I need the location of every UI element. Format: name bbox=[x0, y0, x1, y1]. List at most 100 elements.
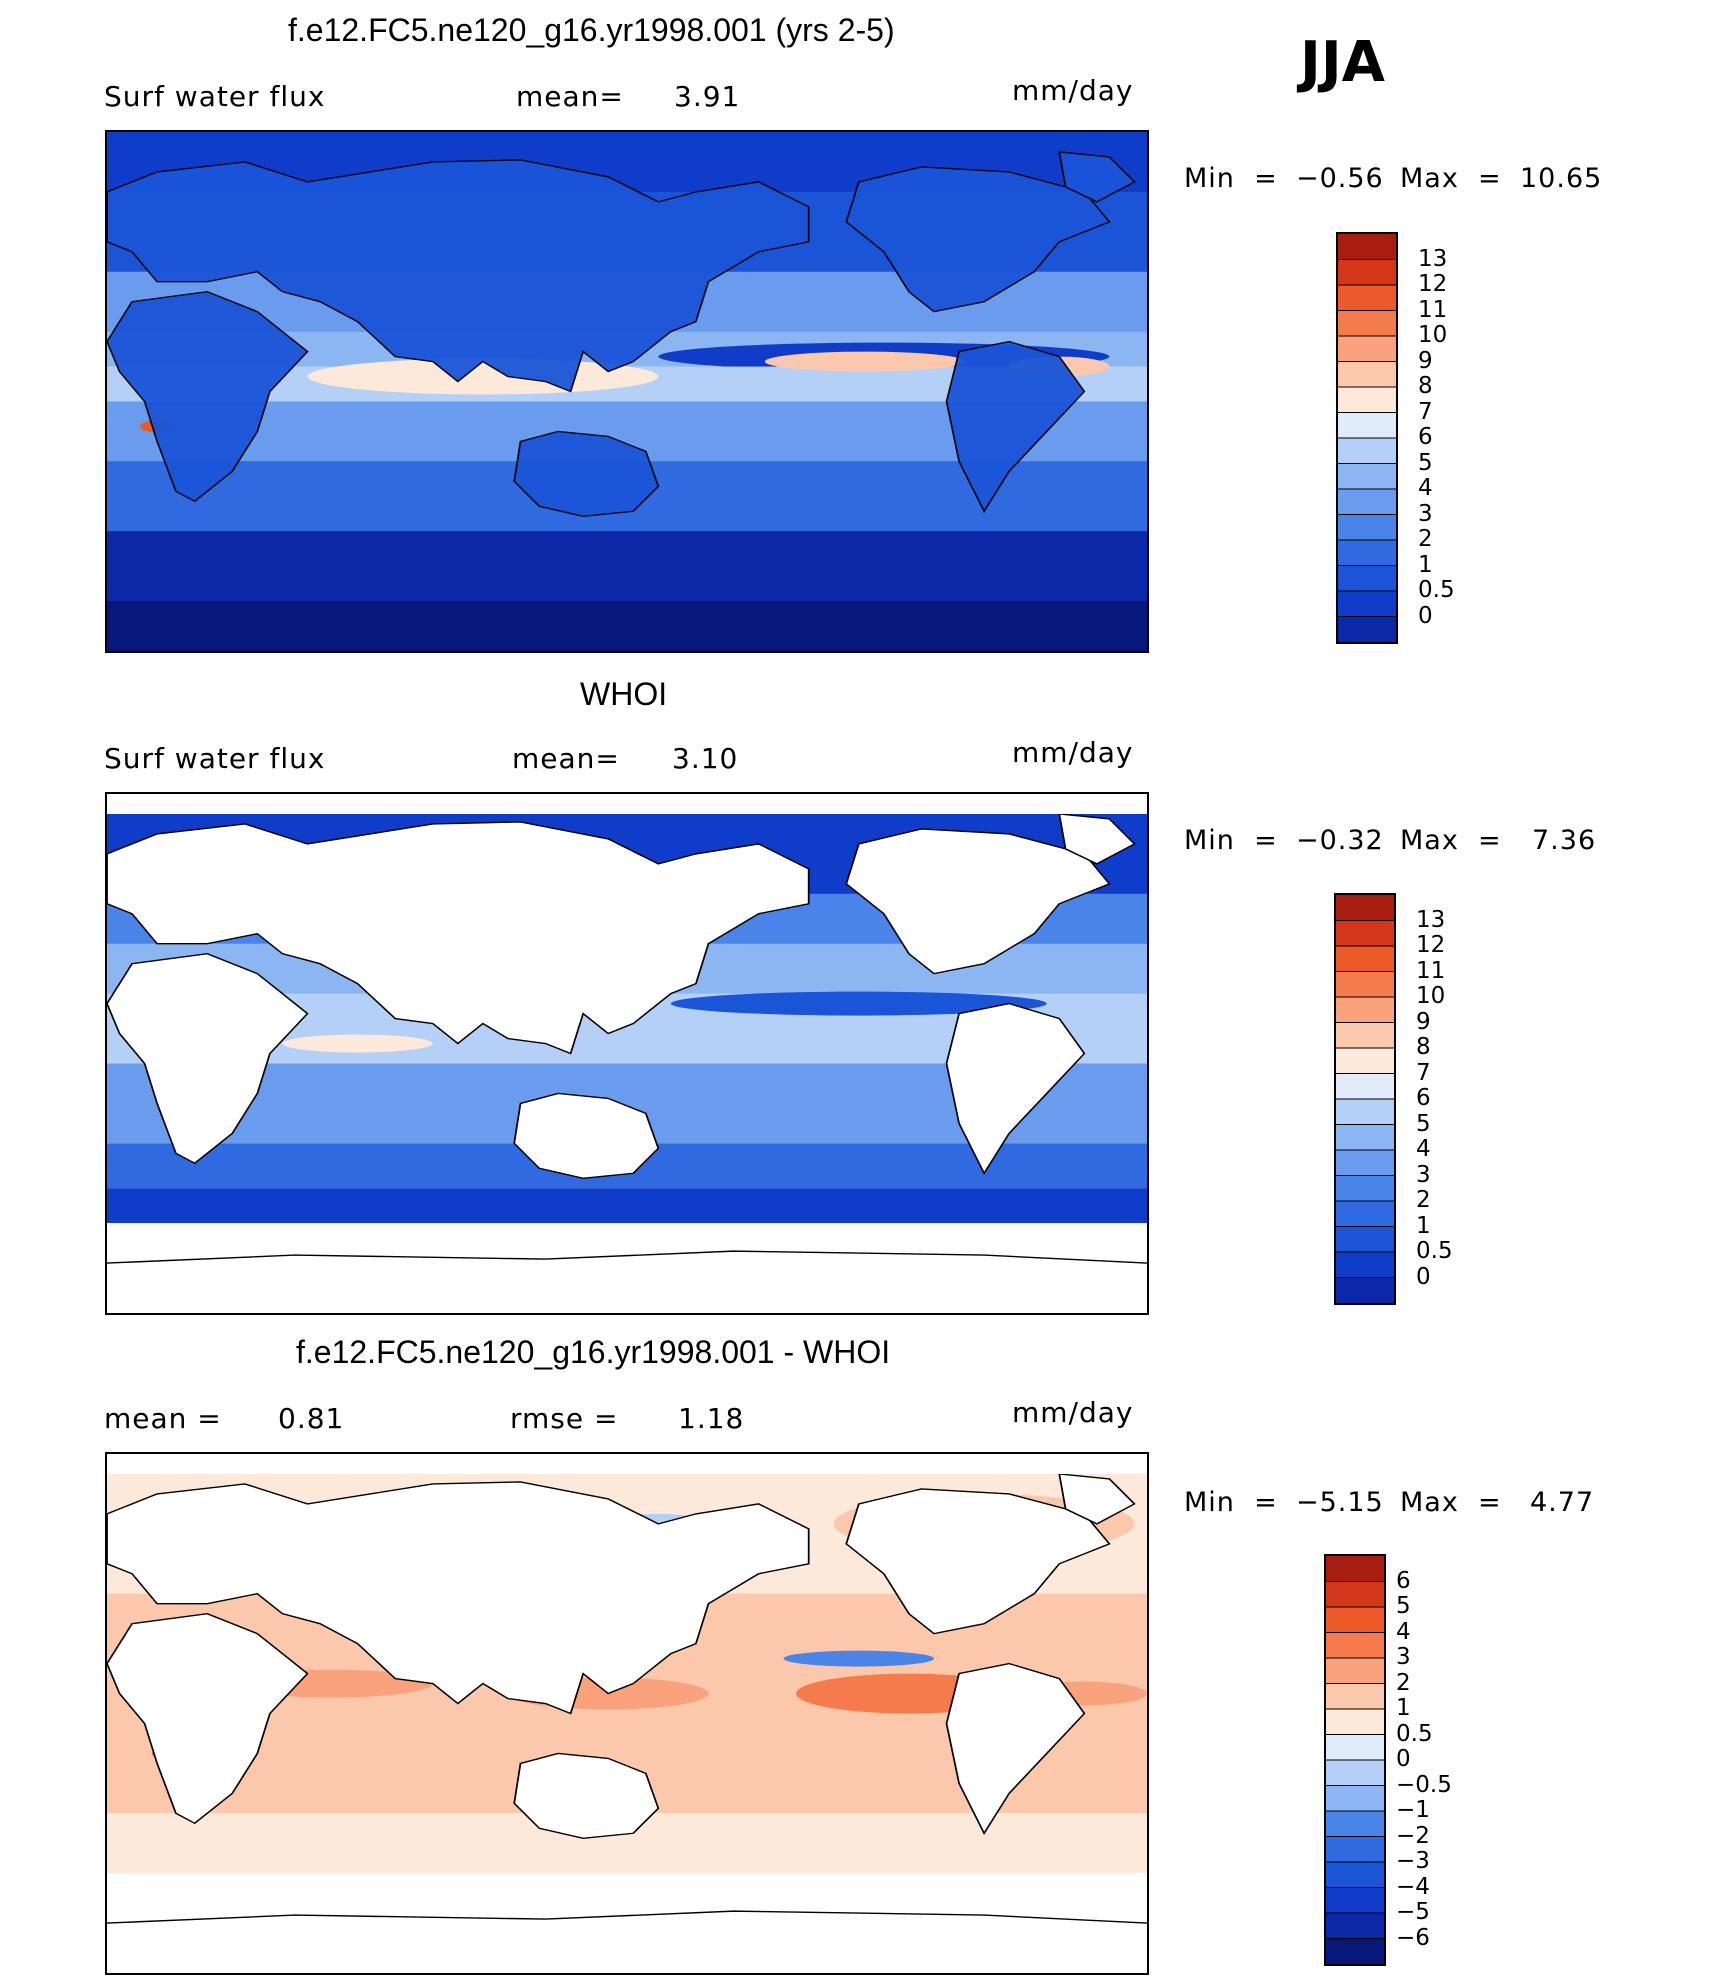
panel3-map-svg bbox=[107, 1454, 1147, 1973]
colorbar-tick-label: 8 bbox=[1416, 1034, 1431, 1060]
panel3-max-value: 4.77 bbox=[1530, 1487, 1595, 1518]
colorbar-segment bbox=[1326, 1811, 1384, 1837]
panel3-min-value: −5.15 bbox=[1296, 1487, 1384, 1518]
colorbar-segment bbox=[1338, 361, 1396, 388]
colorbar-tick-label: 3 bbox=[1416, 1161, 1431, 1188]
colorbar-segment bbox=[1336, 1252, 1394, 1278]
colorbar-tick-label: 2 bbox=[1396, 1669, 1411, 1696]
colorbar-tick-label: 5 bbox=[1396, 1593, 1411, 1619]
colorbar-segment bbox=[1338, 540, 1396, 566]
panel3-min-label: Min = bbox=[1184, 1487, 1278, 1518]
colorbar-segment bbox=[1326, 1938, 1384, 1965]
panel1-units: mm/day bbox=[1012, 74, 1134, 107]
panel1-variable-label: Surf water flux bbox=[104, 80, 326, 113]
panel3-map bbox=[105, 1452, 1149, 1975]
colorbar-segment bbox=[1326, 1836, 1384, 1863]
colorbar-segment bbox=[1338, 387, 1396, 413]
colorbar-segment bbox=[1338, 336, 1396, 362]
colorbar-segment bbox=[1338, 259, 1396, 286]
colorbar-tick-label: 5 bbox=[1418, 449, 1433, 476]
colorbar-tick-label: 12 bbox=[1416, 932, 1446, 958]
colorbar-segment bbox=[1326, 1913, 1384, 1939]
colorbar-tick-label: 9 bbox=[1416, 1008, 1431, 1035]
colorbar-tick-label: 0 bbox=[1418, 602, 1433, 629]
panel3-units: mm/day bbox=[1012, 1396, 1134, 1429]
colorbar-segment bbox=[1336, 1201, 1394, 1227]
panel3-title: f.e12.FC5.ne120_g16.yr1998.001 - WHOI bbox=[296, 1334, 891, 1370]
colorbar-segment bbox=[1326, 1760, 1384, 1786]
colorbar-segment bbox=[1338, 489, 1396, 515]
colorbar-segment bbox=[1336, 1073, 1394, 1100]
colorbar-segment bbox=[1338, 463, 1396, 490]
colorbar-tick-label: 0 bbox=[1396, 1746, 1411, 1772]
colorbar-tick-label: 3 bbox=[1396, 1644, 1411, 1670]
panel2-variable-label: Surf water flux bbox=[104, 742, 326, 775]
colorbar-segment bbox=[1326, 1785, 1384, 1812]
colorbar-segment bbox=[1338, 591, 1396, 617]
panel2-max-value: 7.36 bbox=[1532, 825, 1597, 856]
panel2-min-label: Min = bbox=[1184, 825, 1278, 856]
panel1-min-label: Min = bbox=[1184, 163, 1278, 194]
panel2-colorbar-svg bbox=[1336, 895, 1394, 1304]
colorbar-tick-label: 4 bbox=[1416, 1136, 1431, 1162]
colorbar-segment bbox=[1336, 1022, 1394, 1049]
colorbar-tick-label: −1 bbox=[1396, 1797, 1430, 1823]
panel1-colorbar bbox=[1336, 232, 1398, 644]
colorbar-segment bbox=[1326, 1887, 1384, 1914]
colorbar-segment bbox=[1326, 1734, 1384, 1761]
panel1-max-value: 10.65 bbox=[1520, 163, 1603, 194]
panel3-rmse-label: rmse = bbox=[510, 1402, 619, 1435]
colorbar-tick-label: 2 bbox=[1416, 1187, 1431, 1213]
panel1-min-value: −0.56 bbox=[1296, 163, 1384, 194]
colorbar-segment bbox=[1336, 1226, 1394, 1253]
colorbar-tick-label: 9 bbox=[1418, 347, 1433, 374]
colorbar-segment bbox=[1338, 310, 1396, 337]
colorbar-tick-label: 4 bbox=[1396, 1618, 1411, 1645]
colorbar-tick-label: 1 bbox=[1416, 1212, 1431, 1239]
colorbar-segment bbox=[1336, 1124, 1394, 1151]
colorbar-tick-label: 6 bbox=[1416, 1085, 1431, 1111]
panel1-max-label: Max = bbox=[1400, 163, 1502, 194]
panel2-map bbox=[105, 792, 1149, 1315]
colorbar-tick-label: 3 bbox=[1418, 500, 1433, 527]
colorbar-segment bbox=[1326, 1581, 1384, 1608]
colorbar-segment bbox=[1338, 565, 1396, 592]
panel2-colorbar bbox=[1334, 893, 1396, 1305]
colorbar-segment bbox=[1338, 285, 1396, 311]
colorbar-tick-label: 12 bbox=[1418, 271, 1448, 297]
colorbar-tick-label: 0.5 bbox=[1396, 1720, 1433, 1747]
panel1-map bbox=[105, 130, 1149, 653]
panel3-max-label: Max = bbox=[1400, 1487, 1502, 1518]
colorbar-tick-label: 6 bbox=[1418, 424, 1433, 450]
colorbar-tick-label: 7 bbox=[1418, 398, 1433, 425]
panel1-mean-value: 3.91 bbox=[674, 80, 741, 113]
panel1-map-svg bbox=[107, 132, 1147, 651]
colorbar-tick-label: 2 bbox=[1418, 526, 1433, 552]
colorbar-tick-label: 13 bbox=[1416, 906, 1446, 933]
colorbar-tick-label: −2 bbox=[1396, 1822, 1430, 1849]
panel2-min-value: −0.32 bbox=[1296, 825, 1384, 856]
panel2-map-svg bbox=[107, 794, 1147, 1313]
panel3-colorbar-ticks: 6 5 4 3 2 1 0.5 0 −0.5 −1 −2 −3 −4 −5 −6 bbox=[1396, 1554, 1546, 1966]
colorbar-tick-label: 5 bbox=[1416, 1110, 1431, 1137]
season-label: JJA bbox=[1300, 30, 1386, 95]
colorbar-tick-label: 0.5 bbox=[1418, 577, 1455, 603]
colorbar-segment bbox=[1338, 514, 1396, 541]
colorbar-segment bbox=[1336, 1175, 1394, 1202]
panel1-colorbar-svg bbox=[1338, 234, 1396, 643]
colorbar-tick-label: 11 bbox=[1416, 957, 1446, 984]
colorbar-tick-label: −0.5 bbox=[1396, 1771, 1452, 1798]
colorbar-tick-label: 0 bbox=[1416, 1263, 1431, 1290]
colorbar-segment bbox=[1326, 1632, 1384, 1659]
colorbar-tick-label: 13 bbox=[1418, 245, 1448, 272]
colorbar-tick-label: 1 bbox=[1418, 551, 1433, 578]
colorbar-segment bbox=[1326, 1556, 1384, 1582]
colorbar-segment bbox=[1336, 895, 1394, 921]
panel1-mean-label: mean= bbox=[516, 80, 624, 113]
colorbar-segment bbox=[1336, 946, 1394, 972]
colorbar-segment bbox=[1336, 1099, 1394, 1125]
panel3-rmse-value: 1.18 bbox=[678, 1402, 745, 1435]
colorbar-tick-label: −6 bbox=[1396, 1924, 1430, 1951]
colorbar-tick-label: −3 bbox=[1396, 1848, 1430, 1874]
colorbar-tick-label: 4 bbox=[1418, 475, 1433, 501]
